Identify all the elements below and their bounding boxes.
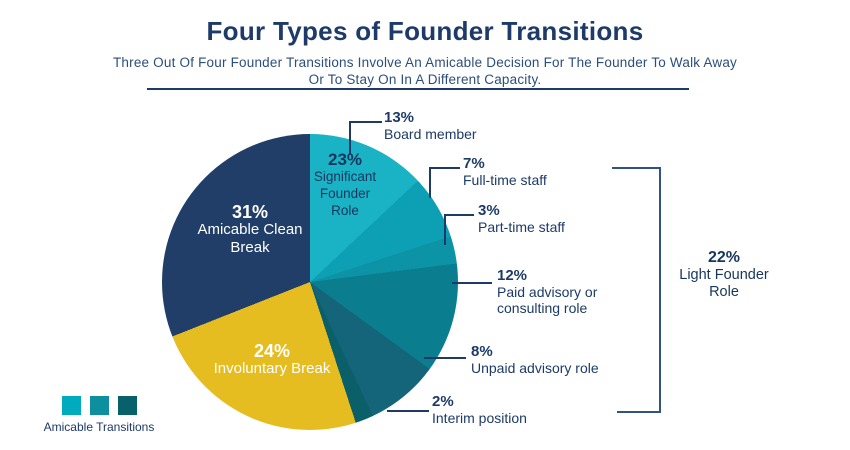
light-founder-role-text-2: Role [709,284,739,300]
legend-label: Amicable Transitions [43,420,155,434]
callout-interim-position: 2% Interim position [432,393,527,427]
paid-advisory-percent: 12% [497,267,528,284]
amicable-clean-break-percent: 31% [231,202,269,222]
callout-line-part-time-vertical [444,214,446,245]
light-founder-role-percent: 22% [707,249,741,266]
page-title: Four Types of Founder Transitions [206,16,644,46]
pie-label-involuntary-break: 24% Involuntary Break [190,342,354,378]
amicable-clean-break-text-2: Break [230,239,270,256]
callout-line-board-member-vertical [349,121,351,154]
interim-position-label: Interim position [432,410,527,426]
significant-founder-role-text-1: Significant [313,169,377,184]
callout-line-paid-advisory [452,282,492,284]
callout-line-interim-position [387,410,429,412]
significant-founder-role-percent: 23% [327,150,363,169]
callout-unpaid-advisory: 8% Unpaid advisory role [471,343,599,377]
involuntary-break-text: Involuntary Break [213,360,331,377]
interim-position-percent: 2% [432,393,454,410]
amicable-clean-break-text-1: Amicable Clean [197,221,303,238]
part-time-staff-percent: 3% [478,202,500,219]
paid-advisory-label-1: Paid advisory or [497,284,598,300]
board-member-percent: 13% [384,109,415,126]
callout-board-member: 13% Board member [384,109,477,143]
significant-founder-role-text-2: Founder [319,186,371,201]
callout-line-full-time-vertical [429,167,431,198]
paid-advisory-label-2: consulting role [497,300,588,316]
light-founder-role-text-1: Light Founder [679,267,769,283]
pie-label-significant-founder-role: 23% Significant Founder Role [297,151,393,219]
unpaid-advisory-percent: 8% [471,343,493,360]
callout-line-board-member-horizontal [349,121,382,123]
callout-line-full-time-horizontal [429,167,460,169]
subtitle-line-1: Three Out Of Four Founder Transitions In… [112,55,738,70]
legend-swatch-medium-teal [89,396,109,415]
unpaid-advisory-label: Unpaid advisory role [471,360,599,376]
pie-label-amicable-clean-break: 31% Amicable Clean Break [178,203,322,257]
full-time-staff-percent: 7% [463,155,485,172]
callout-part-time-staff: 3% Part-time staff [478,202,565,236]
significant-founder-role-text-3: Role [331,203,359,218]
divider-line [147,88,689,90]
callout-paid-advisory: 12% Paid advisory or consulting role [497,267,598,317]
part-time-staff-label: Part-time staff [478,219,565,235]
pie-chart [162,134,458,430]
involuntary-break-percent: 24% [253,341,291,361]
legend-swatch-light-teal [61,396,81,415]
subtitle: Three Out Of Four Founder Transitions In… [0,54,850,88]
board-member-label: Board member [384,126,477,142]
bracket-vertical-line [659,167,661,413]
callout-line-unpaid-advisory [424,357,466,359]
full-time-staff-label: Full-time staff [463,172,547,188]
bracket-top-line [612,167,659,169]
bracket-bottom-line [617,411,659,413]
callout-full-time-staff: 7% Full-time staff [463,155,547,189]
callout-line-part-time-horizontal [444,214,474,216]
legend-swatch-dark-teal [117,396,137,415]
subtitle-line-2: Or To Stay On In A Different Capacity. [308,72,542,87]
legend: Amicable Transitions [38,396,160,434]
legend-swatches [38,396,160,415]
light-founder-role-label: 22% Light Founder Role [663,249,785,301]
